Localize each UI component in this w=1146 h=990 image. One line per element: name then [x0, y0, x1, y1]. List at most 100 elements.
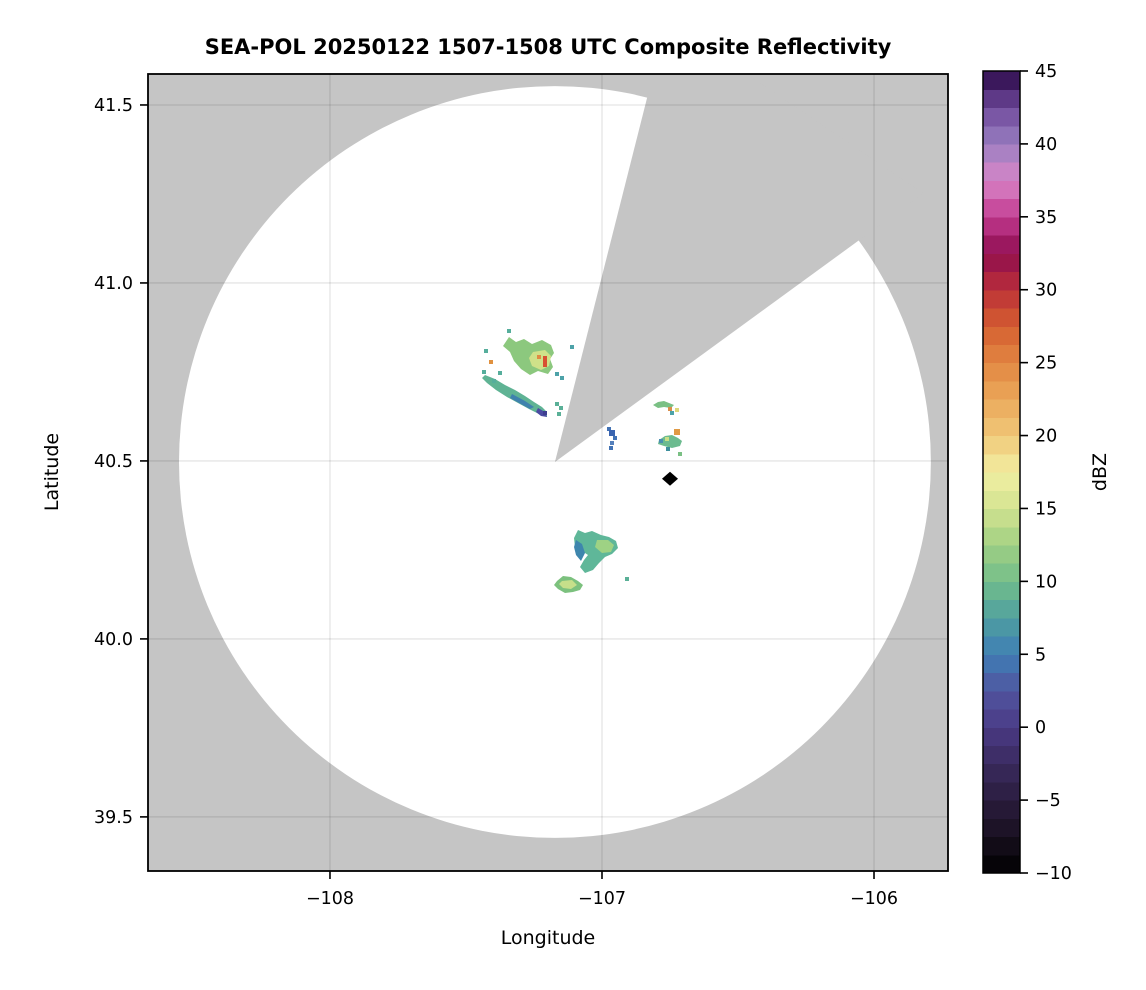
y-tick-label: 41.0: [94, 274, 133, 294]
colorbar-band: [983, 289, 1020, 309]
colorbar-band: [983, 435, 1020, 455]
y-tick-label: 39.5: [94, 808, 133, 828]
echo-pixel: [559, 406, 563, 410]
colorbar-band: [983, 854, 1020, 874]
colorbar-band: [983, 708, 1020, 728]
y-tick-label: 40.5: [94, 452, 133, 472]
echo-pixel: [537, 355, 541, 359]
colorbar-tick-label: 45: [1035, 62, 1057, 82]
colorbar-band: [983, 745, 1020, 765]
echo-pixel: [659, 439, 663, 443]
colorbar-tick-label: −10: [1035, 864, 1072, 884]
echo-pixel: [665, 437, 669, 441]
colorbar-band: [983, 362, 1020, 382]
echo-pixel: [555, 372, 559, 376]
colorbar-tick-label: 25: [1035, 354, 1057, 374]
colorbar-band: [983, 508, 1020, 528]
colorbar-tick-label: 0: [1035, 718, 1046, 738]
echo-pixel: [543, 411, 547, 415]
echo-band-blue: [510, 394, 534, 409]
colorbar-tick-label: 10: [1035, 572, 1057, 592]
echo-pixel: [482, 370, 486, 374]
site-diamond-marker: [661, 471, 678, 486]
colorbar-band: [983, 198, 1020, 218]
echo-pixel: [610, 441, 614, 445]
colorbar-band: [983, 235, 1020, 254]
colorbar-band: [983, 125, 1020, 145]
echo-south-blue: [574, 540, 585, 561]
colorbar-band: [983, 453, 1020, 473]
colorbar-band: [983, 800, 1020, 819]
echo-pixel: [668, 407, 672, 411]
echo-south-green: [595, 540, 614, 553]
echo-pixel: [666, 447, 670, 451]
colorbar-band: [983, 380, 1020, 400]
colorbar-label: dBZ: [1089, 453, 1111, 491]
colorbar-band: [983, 690, 1020, 710]
colorbar-tick-label: 5: [1035, 645, 1046, 665]
colorbar-band: [983, 344, 1020, 364]
echo-pixel: [609, 446, 613, 450]
echo-pixel: [560, 376, 564, 380]
y-tick-label: 40.0: [94, 630, 133, 650]
echo-east-patch: [658, 435, 682, 448]
colorbar-band: [983, 326, 1020, 346]
colorbar-tick-label: 15: [1035, 499, 1057, 519]
echo-pixel: [498, 371, 502, 375]
colorbar-band: [983, 672, 1020, 692]
reflectivity-echoes-layer: [482, 329, 682, 593]
colorbar-band: [983, 89, 1020, 109]
blocked-sector-wedge: [554, 74, 924, 462]
radar-map-layer: [148, 74, 948, 871]
colorbar-band: [983, 763, 1020, 783]
colorbar-band: [983, 781, 1020, 801]
colorbar-band: [983, 544, 1020, 564]
colorbar-tick-label: 30: [1035, 281, 1057, 301]
echo-nw-hotspot: [543, 356, 547, 367]
echo-pixel: [484, 349, 488, 353]
colorbar-layer: 45 40 35 30 25 20 15 10 5 0 −5 −10: [982, 62, 1072, 884]
echo-pixel: [492, 379, 496, 383]
colorbar-band: [983, 107, 1020, 127]
echo-pixel: [557, 412, 561, 416]
echo-pixel: [670, 411, 674, 415]
colorbar-band: [983, 836, 1020, 856]
echo-south2-core: [559, 580, 577, 589]
echo-pixel: [609, 430, 615, 436]
x-axis-label: Longitude: [501, 927, 596, 949]
colorbar-band: [983, 636, 1020, 655]
colorbar-band: [983, 71, 1020, 90]
colorbar-tick-label: 40: [1035, 135, 1057, 155]
y-axis-label: Latitude: [41, 433, 63, 511]
colorbar-band: [983, 563, 1020, 582]
echo-pixel: [507, 329, 511, 333]
colorbar-band: [983, 818, 1020, 838]
colorbar-band: [983, 654, 1020, 674]
echo-pixel: [570, 345, 574, 349]
colorbar-band: [983, 271, 1020, 291]
echo-east-sliver: [653, 401, 674, 408]
colorbar-tick-label: −5: [1035, 791, 1061, 811]
colorbar-band: [983, 490, 1020, 510]
echo-pixel: [555, 402, 559, 406]
echo-pixel: [489, 360, 493, 364]
colorbar-band: [983, 143, 1020, 163]
colorbar-band: [983, 617, 1020, 637]
colorbar-band: [983, 399, 1020, 418]
x-tick-label: −107: [578, 889, 626, 909]
colorbar-band: [983, 162, 1020, 181]
colorbar-tick-label: 20: [1035, 427, 1057, 447]
gridlines-layer: [148, 74, 948, 871]
x-tick-label: −108: [306, 889, 354, 909]
colorbar-band: [983, 526, 1020, 546]
echo-pixel: [675, 408, 679, 412]
echo-pixel: [607, 427, 611, 431]
echo-pixel: [625, 577, 629, 581]
echo-pixel: [613, 436, 617, 440]
x-tick-label: −106: [850, 889, 898, 909]
colorbar-band: [983, 417, 1020, 437]
colorbar-tick-label: 35: [1035, 208, 1057, 228]
echo-pixel: [674, 429, 680, 435]
